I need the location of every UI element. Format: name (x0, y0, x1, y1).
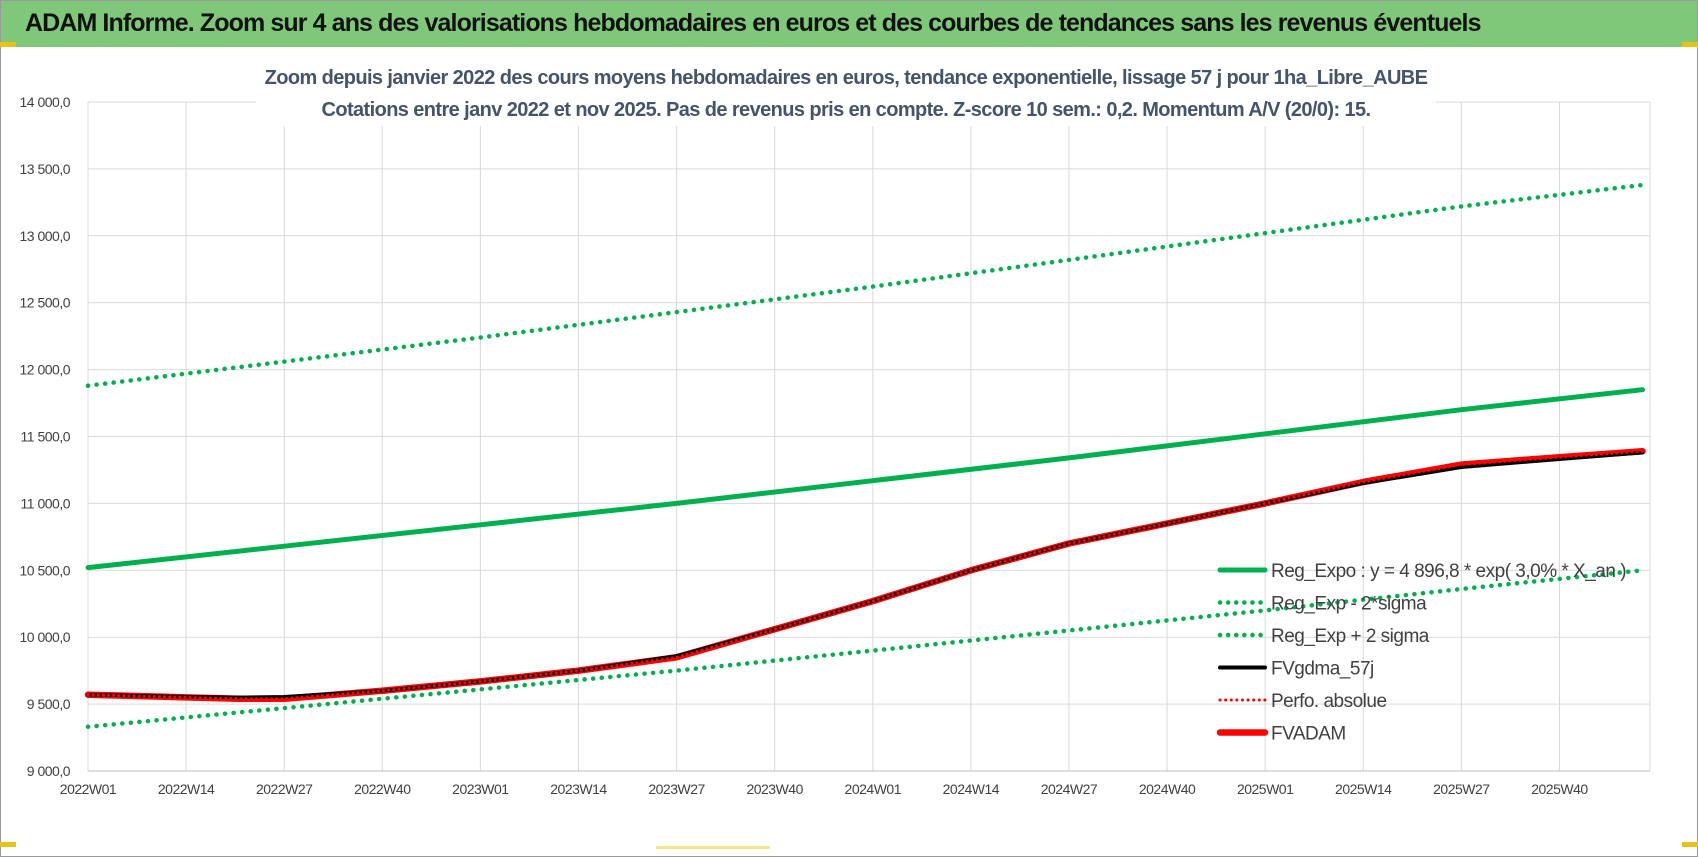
corner-accent-right (1682, 42, 1698, 47)
y-tick-label: 12 000,0 (20, 362, 71, 378)
x-tick-label: 2023W01 (452, 781, 509, 797)
series-line-reg-exp-2-sigma (85, 568, 1645, 730)
y-tick-label: 11 500,0 (21, 429, 71, 445)
y-tick-label: 9 500,0 (27, 696, 71, 712)
series-line-reg-expo-y-4-896-8-exp-3-0-x-an (85, 387, 1645, 571)
x-tick-label: 2025W27 (1433, 781, 1490, 797)
gridlines (87, 101, 1651, 772)
x-tick-label: 2025W01 (1237, 781, 1294, 797)
x-tick-label: 2022W14 (158, 781, 215, 797)
series-lines (84, 182, 1646, 730)
banner-title: ADAM Informe. Zoom sur 4 ans des valoris… (25, 9, 1481, 37)
legend[interactable]: Reg_Expo : y = 4 896,8 * exp( 3,0% * X_a… (1216, 561, 1627, 745)
corner-accent-bottom-right (1682, 842, 1698, 847)
x-tick-label: 2024W27 (1041, 781, 1098, 797)
legend-label: Reg_Exp - 2*sigma (1271, 594, 1427, 615)
series-line-perfo-absolue (86, 449, 1644, 701)
y-tick-label: 9 000,0 (27, 763, 71, 779)
corner-accent-bottom-left (0, 842, 16, 847)
x-tick-label: 2023W27 (648, 781, 705, 797)
y-tick-label: 13 000,0 (20, 228, 71, 244)
chart-title-line-1: Zoom depuis janvier 2022 des cours moyen… (265, 67, 1428, 89)
y-tick-label: 11 000,0 (21, 495, 71, 511)
x-tick-label: 2025W14 (1335, 781, 1392, 797)
x-tick-label: 2024W01 (845, 781, 902, 797)
y-tick-label: 10 500,0 (20, 562, 71, 578)
y-tick-label: 13 500,0 (20, 161, 71, 177)
x-tick-label: 2022W40 (354, 781, 411, 797)
y-tick-label: 10 000,0 (20, 629, 71, 645)
x-tick-label: 2024W14 (943, 781, 1000, 797)
header-banner: ADAM Informe. Zoom sur 4 ans des valoris… (1, 1, 1697, 47)
line-chart: 14 000,0 13 500,0 13 000,0 12 500,0 12 000,0… (20, 56, 1651, 797)
x-tick-label: 2024W40 (1139, 781, 1196, 797)
x-tick-label: 2023W40 (746, 781, 803, 797)
y-axis: 14 000,0 13 500,0 13 000,0 12 500,0 12 000,0… (20, 94, 72, 779)
x-tick-label: 2025W40 (1531, 781, 1588, 797)
x-tick-label: 2022W01 (60, 781, 117, 797)
x-tick-label: 2022W27 (256, 781, 313, 797)
y-tick-label: 12 500,0 (20, 295, 71, 311)
series-line-reg-exp-2-sigma (85, 182, 1645, 388)
chart-title: Zoom depuis janvier 2022 des cours moyen… (256, 56, 1436, 126)
chart-title-line-2: Cotations entre janv 2022 et nov 2025. P… (322, 99, 1371, 121)
legend-label: FVADAM (1271, 724, 1346, 745)
legend-label: Reg_Exp + 2 sigma (1271, 626, 1430, 647)
legend-label: FVgdma_57j (1271, 659, 1374, 680)
selection-handle (656, 846, 770, 849)
corner-accent-left (0, 42, 16, 47)
x-tick-label: 2023W14 (550, 781, 607, 797)
x-axis: 2022W01 2022W14 2022W27 2022W40 2023W01 2023W… (60, 770, 1650, 797)
legend-label: Perfo. absolue (1271, 691, 1387, 712)
legend-label: Reg_Expo : y = 4 896,8 * exp( 3,0% * X_a… (1271, 561, 1626, 582)
y-tick-label: 14 000,0 (20, 94, 71, 110)
chart-title-background (256, 56, 1436, 126)
